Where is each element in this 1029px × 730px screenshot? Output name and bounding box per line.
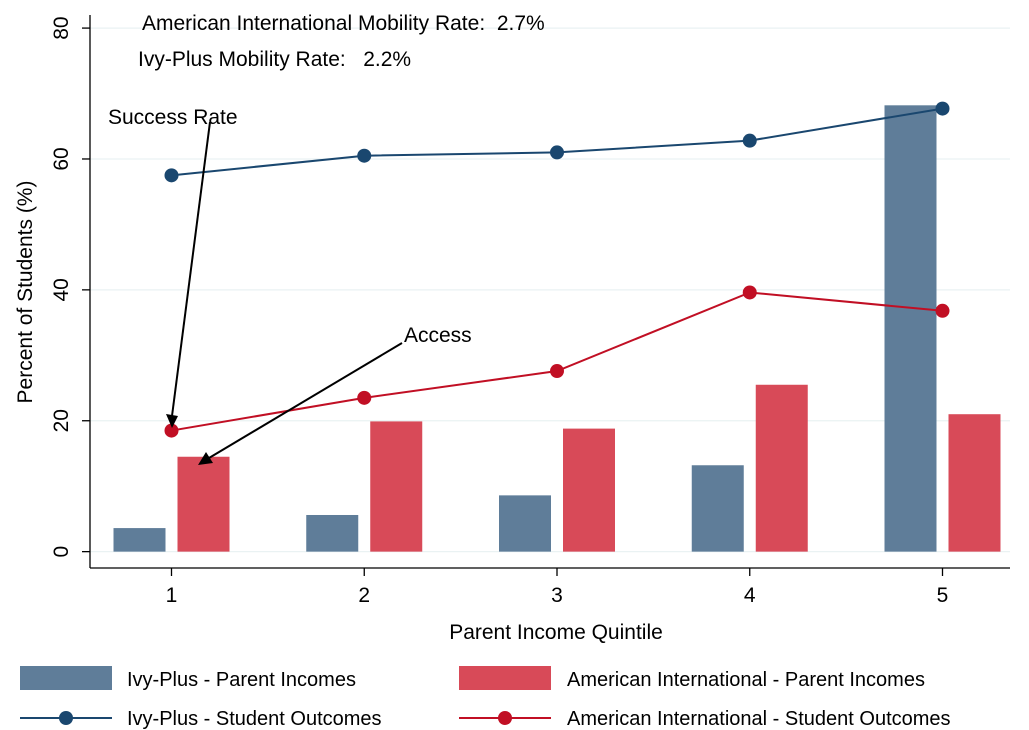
bar [177, 456, 230, 552]
bar [306, 514, 359, 552]
legend-swatch-ivy-plus-parent-incomes [20, 666, 112, 690]
bar [563, 428, 615, 552]
series-point [742, 285, 757, 300]
arrow-success-rate [166, 121, 211, 428]
arrow-access [198, 342, 403, 465]
annotation-access: Access [404, 324, 472, 347]
y-tick-label: 60 [50, 147, 73, 170]
annotation-success-rate: Success Rate [108, 106, 238, 129]
series-point [164, 168, 179, 183]
series-point [164, 423, 179, 438]
x-ticks: 1 2 3 4 5 [166, 568, 949, 607]
series-point [935, 101, 950, 116]
legend-label-ivy-plus-student-outcomes: Ivy-Plus - Student Outcomes [127, 708, 382, 730]
legend: Ivy-Plus - Parent Incomes American Inter… [20, 666, 951, 730]
x-tick-label: 4 [744, 584, 756, 607]
series-point [935, 303, 950, 318]
bars [113, 105, 1001, 552]
x-tick-label: 3 [551, 584, 563, 607]
bar [370, 421, 423, 552]
annotation-mobility-ivy-plus: Ivy-Plus Mobility Rate: 2.2% [138, 48, 411, 71]
series-line [171, 107, 943, 177]
x-tick-label: 1 [166, 584, 178, 607]
bar [755, 384, 808, 552]
bar [948, 414, 1001, 552]
series-point [742, 133, 757, 148]
x-axis-label: Parent Income Quintile [449, 621, 663, 644]
x-tick-label: 2 [358, 584, 370, 607]
legend-marker-ivy-plus-student-outcomes [59, 711, 73, 725]
series-point [357, 390, 372, 405]
legend-label-american-international-parent-incomes: American International - Parent Incomes [567, 669, 925, 691]
bar [113, 528, 166, 552]
y-tick-label: 20 [50, 409, 73, 432]
series-point [357, 148, 372, 163]
legend-label-american-international-student-outcomes: American International - Student Outcome… [567, 708, 951, 730]
legend-swatch-american-international-parent-incomes [459, 666, 551, 690]
annotation-mobility-american-international: American International Mobility Rate: 2.… [142, 12, 545, 35]
y-tick-label: 80 [50, 16, 73, 39]
lines [164, 101, 950, 438]
grid [90, 27, 1010, 553]
x-tick-label: 5 [937, 584, 949, 607]
series-line [171, 291, 943, 432]
y-tick-label: 40 [50, 278, 73, 301]
bar [691, 465, 744, 552]
y-ticks: 0 20 40 60 80 [50, 16, 90, 557]
series-point [550, 145, 564, 160]
bar [884, 105, 937, 552]
series-point [550, 364, 564, 379]
legend-label-ivy-plus-parent-incomes: Ivy-Plus - Parent Incomes [127, 669, 356, 691]
y-tick-label: 0 [50, 546, 73, 558]
y-axis-label: Percent of Students (%) [14, 181, 37, 404]
legend-marker-american-international-student-outcomes [498, 711, 512, 725]
bar [499, 495, 551, 552]
